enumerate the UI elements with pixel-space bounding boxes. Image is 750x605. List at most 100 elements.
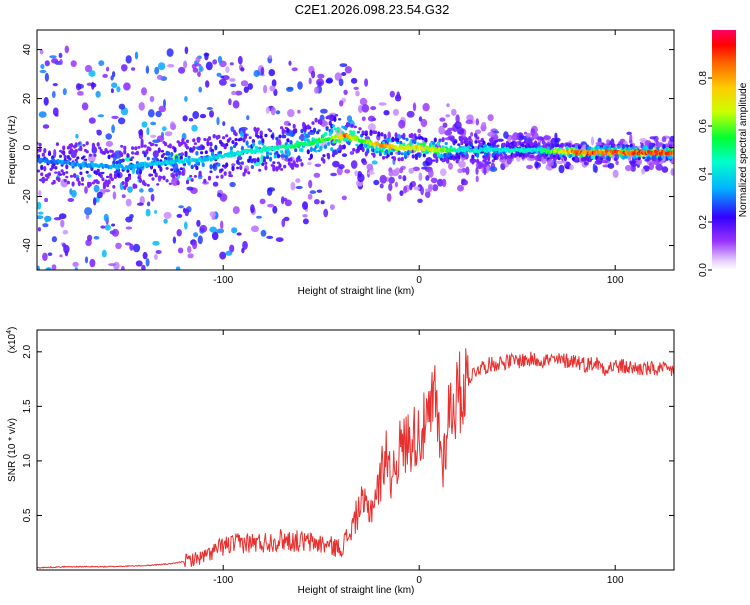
- heatmap-cell: [380, 148, 384, 153]
- heatmap-cell: [298, 135, 302, 140]
- heatmap-ridge-cell: [413, 147, 416, 151]
- heatmap-cell: [317, 73, 325, 79]
- heatmap-cell: [43, 147, 47, 154]
- heatmap-cell: [178, 170, 182, 176]
- heatmap-cell: [661, 136, 667, 143]
- heatmap-cell: [388, 171, 394, 177]
- heatmap-cell: [280, 167, 284, 171]
- heatmap-cell: [302, 214, 308, 218]
- heatmap-cell: [275, 110, 281, 115]
- heatmap-cell: [596, 145, 600, 150]
- heatmap-cell: [432, 159, 436, 162]
- heatmap-cell: [341, 72, 347, 76]
- heatmap-cell: [668, 155, 673, 160]
- heatmap-cell: [661, 166, 669, 173]
- heatmap-cell: [232, 206, 240, 215]
- heatmap-cell: [266, 235, 274, 239]
- heatmap-cell: [189, 174, 193, 178]
- heatmap-cell: [333, 127, 337, 131]
- heatmap-cell: [117, 117, 126, 125]
- heatmap-cell: [177, 247, 184, 254]
- heatmap-cell: [248, 136, 252, 140]
- heatmap-cell: [52, 179, 56, 183]
- heatmap-cell: [300, 147, 304, 153]
- heatmap-cell: [125, 55, 132, 64]
- heatmap-cell: [421, 137, 425, 141]
- heatmap-cell: [135, 260, 143, 267]
- heatmap-cell: [262, 159, 266, 163]
- heatmap-cell: [58, 52, 63, 59]
- heatmap-cell: [555, 160, 564, 165]
- heatmap-cell: [261, 162, 265, 166]
- heatmap-cell: [124, 242, 132, 246]
- heatmap-cell: [358, 127, 362, 131]
- heatmap-cell: [163, 218, 168, 224]
- heatmap-cell: [44, 60, 50, 67]
- heatmap-cell: [127, 176, 132, 180]
- heatmap-cell: [298, 158, 302, 162]
- heatmap-cell: [256, 157, 260, 163]
- heatmap-cell: [77, 142, 81, 145]
- heatmap-cell: [264, 133, 268, 138]
- heatmap-cell: [200, 151, 204, 155]
- snr-frame: [36, 329, 675, 571]
- heatmap-cell: [300, 162, 304, 167]
- heatmap-cell: [334, 72, 342, 81]
- heatmap-cell: [309, 153, 313, 160]
- heatmap-cell: [455, 158, 459, 164]
- heatmap-cell: [93, 153, 97, 157]
- heatmap-cell: [551, 143, 555, 149]
- heatmap-cell: [178, 205, 185, 209]
- heatmap-cell: [154, 66, 160, 75]
- heatmap-cell: [77, 91, 84, 96]
- heatmap-cell: [307, 131, 316, 136]
- heatmap-cell: [362, 160, 368, 166]
- heatmap-cell: [327, 115, 331, 120]
- heatmap-cell: [138, 178, 143, 183]
- heatmap-cell: [39, 49, 44, 55]
- heatmap-cell: [627, 157, 632, 161]
- heatmap-cell: [388, 183, 393, 192]
- heatmap-ridge-cell: [522, 146, 526, 151]
- heatmap-cell: [196, 138, 201, 143]
- heatmap-cell: [469, 142, 473, 147]
- heatmap-cell: [330, 172, 337, 177]
- heatmap-cell: [190, 178, 194, 182]
- heatmap-cell: [148, 147, 152, 152]
- heatmap-cell: [418, 172, 423, 181]
- heatmap-cell: [51, 264, 57, 270]
- heatmap-cell: [398, 119, 406, 129]
- x-tick-label: 0: [416, 575, 422, 586]
- heatmap-cell: [146, 183, 150, 187]
- heatmap-cell: [558, 164, 565, 174]
- heatmap-cell: [201, 162, 205, 167]
- heatmap-cell: [171, 174, 175, 179]
- heatmap-cell: [154, 143, 158, 147]
- heatmap-cell: [141, 121, 148, 128]
- heatmap-cell: [283, 134, 287, 139]
- heatmap-cell: [232, 100, 240, 109]
- spectrogram-xlabel: Height of straight line (km): [298, 286, 415, 297]
- heatmap-cell: [435, 157, 439, 163]
- heatmap-cell: [193, 175, 197, 178]
- heatmap-cell: [219, 251, 227, 260]
- heatmap-cell: [37, 211, 44, 215]
- heatmap-cell: [166, 48, 174, 57]
- heatmap-cell: [44, 216, 49, 223]
- heatmap-cell: [442, 122, 448, 128]
- heatmap-cell: [316, 130, 320, 135]
- heatmap-cell: [228, 137, 232, 141]
- heatmap-cell: [322, 158, 326, 164]
- snr-scale-note: (x104): [6, 327, 18, 354]
- heatmap-cell: [341, 195, 347, 201]
- heatmap-cell: [392, 156, 397, 162]
- heatmap-cell: [185, 179, 190, 185]
- heatmap-cell: [37, 265, 40, 270]
- heatmap-cell: [412, 166, 420, 172]
- heatmap-cell: [147, 109, 155, 118]
- heatmap-cell: [228, 171, 232, 175]
- heatmap-cell: [234, 138, 238, 142]
- y-tick-label: 2.0: [22, 344, 33, 358]
- heatmap-cell: [145, 258, 150, 267]
- heatmap-cell: [150, 121, 157, 126]
